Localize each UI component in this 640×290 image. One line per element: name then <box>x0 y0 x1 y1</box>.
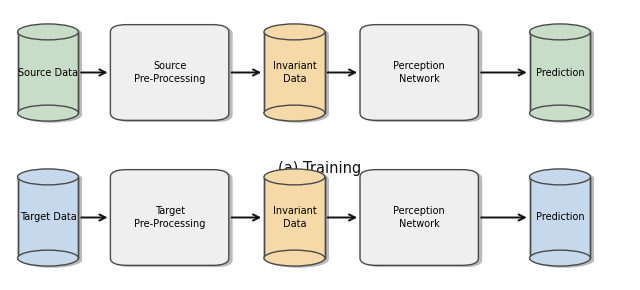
Bar <box>530 177 590 258</box>
FancyBboxPatch shape <box>360 170 479 265</box>
Ellipse shape <box>530 24 590 40</box>
Ellipse shape <box>264 24 325 40</box>
Text: Prediction: Prediction <box>536 68 584 77</box>
Bar <box>268 34 329 115</box>
Text: Target Data: Target Data <box>20 213 76 222</box>
Bar <box>17 32 78 113</box>
Ellipse shape <box>530 169 590 185</box>
Ellipse shape <box>530 250 590 266</box>
Bar <box>264 177 325 258</box>
Ellipse shape <box>268 171 329 187</box>
Text: (a) Training: (a) Training <box>278 161 362 176</box>
Ellipse shape <box>18 169 79 185</box>
Ellipse shape <box>534 107 595 123</box>
Text: Source
Pre-Processing: Source Pre-Processing <box>134 61 205 84</box>
Ellipse shape <box>268 107 329 123</box>
FancyBboxPatch shape <box>115 171 233 267</box>
Ellipse shape <box>534 171 595 187</box>
Ellipse shape <box>264 105 325 121</box>
Text: Perception
Network: Perception Network <box>394 206 445 229</box>
Ellipse shape <box>534 26 595 41</box>
FancyBboxPatch shape <box>111 25 229 120</box>
FancyBboxPatch shape <box>360 25 479 120</box>
Ellipse shape <box>268 252 329 268</box>
Text: Invariant
Data: Invariant Data <box>273 61 316 84</box>
FancyBboxPatch shape <box>111 170 229 265</box>
Text: Prediction: Prediction <box>536 213 584 222</box>
FancyBboxPatch shape <box>364 171 483 267</box>
Text: Source Data: Source Data <box>18 68 78 77</box>
Ellipse shape <box>264 169 325 185</box>
Ellipse shape <box>18 24 79 40</box>
Ellipse shape <box>22 107 83 123</box>
Bar <box>530 32 590 113</box>
FancyBboxPatch shape <box>364 26 483 122</box>
Bar <box>17 177 78 258</box>
Ellipse shape <box>18 105 79 121</box>
Bar <box>534 34 595 115</box>
Text: Perception
Network: Perception Network <box>394 61 445 84</box>
Bar <box>21 179 82 260</box>
Ellipse shape <box>22 252 83 268</box>
FancyBboxPatch shape <box>115 26 233 122</box>
Ellipse shape <box>22 171 83 187</box>
Text: Target
Pre-Processing: Target Pre-Processing <box>134 206 205 229</box>
Ellipse shape <box>534 252 595 268</box>
Bar <box>534 179 595 260</box>
Ellipse shape <box>18 250 79 266</box>
Ellipse shape <box>530 105 590 121</box>
Bar <box>264 32 325 113</box>
Ellipse shape <box>268 26 329 41</box>
Bar <box>268 179 329 260</box>
Ellipse shape <box>264 250 325 266</box>
Ellipse shape <box>22 26 83 41</box>
Text: Invariant
Data: Invariant Data <box>273 206 316 229</box>
Bar <box>21 34 82 115</box>
